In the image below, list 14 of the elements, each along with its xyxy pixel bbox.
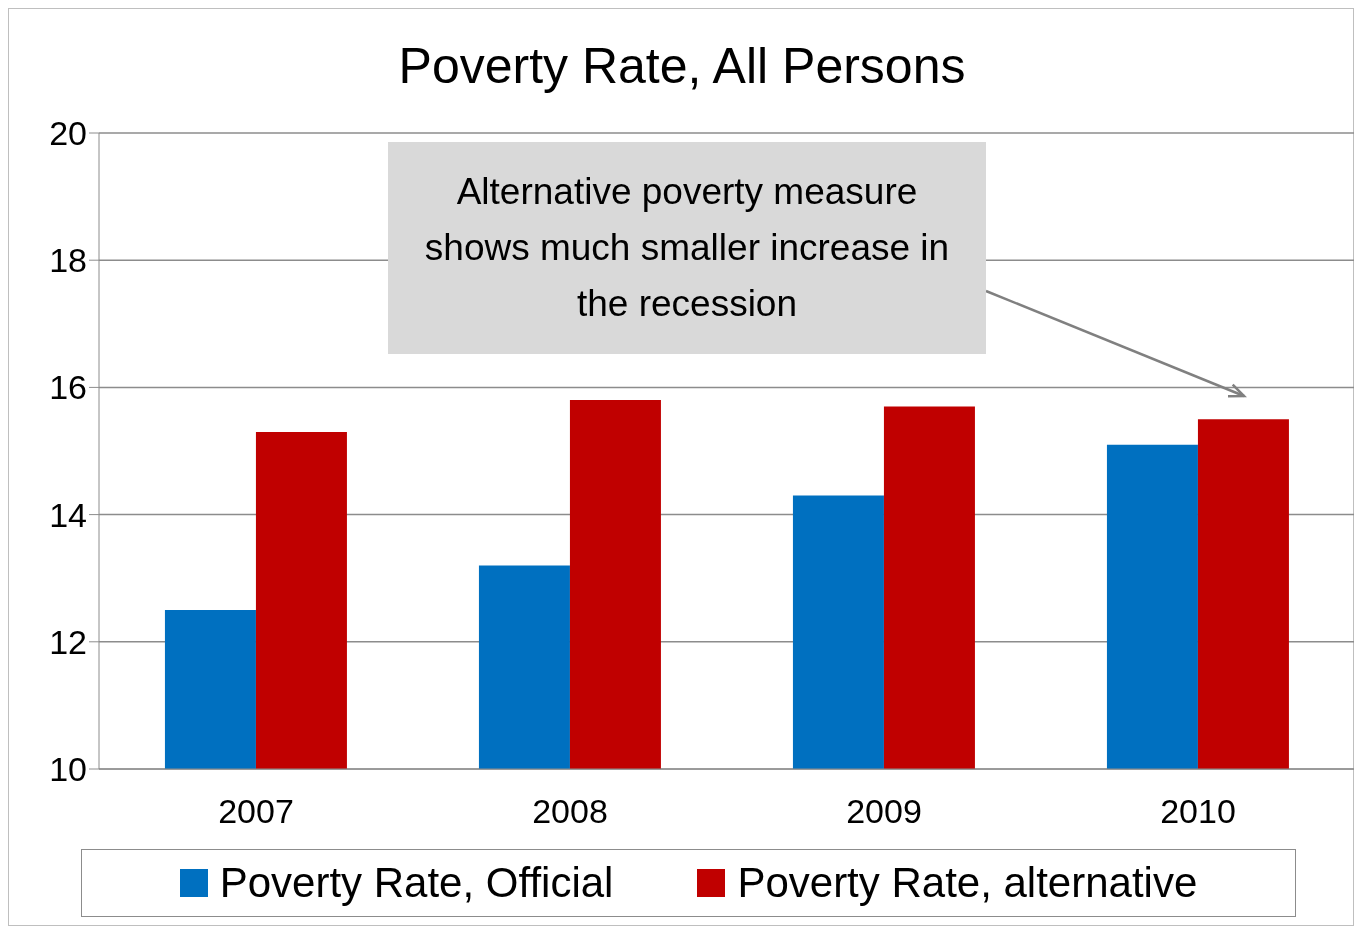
y-tick-label: 14 — [49, 495, 87, 534]
y-tick-label: 12 — [49, 622, 87, 661]
chart-title: Poverty Rate, All Persons — [397, 37, 967, 95]
legend-label: Poverty Rate, Official — [219, 859, 614, 907]
y-tick-label: 18 — [49, 241, 87, 280]
y-tick-label: 10 — [49, 750, 87, 789]
x-tick-label: 2007 — [218, 792, 294, 831]
x-tick-label: 2010 — [1160, 792, 1236, 831]
y-tick-label: 16 — [49, 368, 87, 407]
y-tick-label: 20 — [49, 114, 87, 153]
x-tick-label: 2009 — [846, 792, 922, 831]
x-tick-label: 2008 — [532, 792, 608, 831]
annotation: Alternative poverty measure shows much smaller increase in the recession — [388, 142, 986, 354]
legend-label: Poverty Rate, alternative — [737, 859, 1198, 907]
